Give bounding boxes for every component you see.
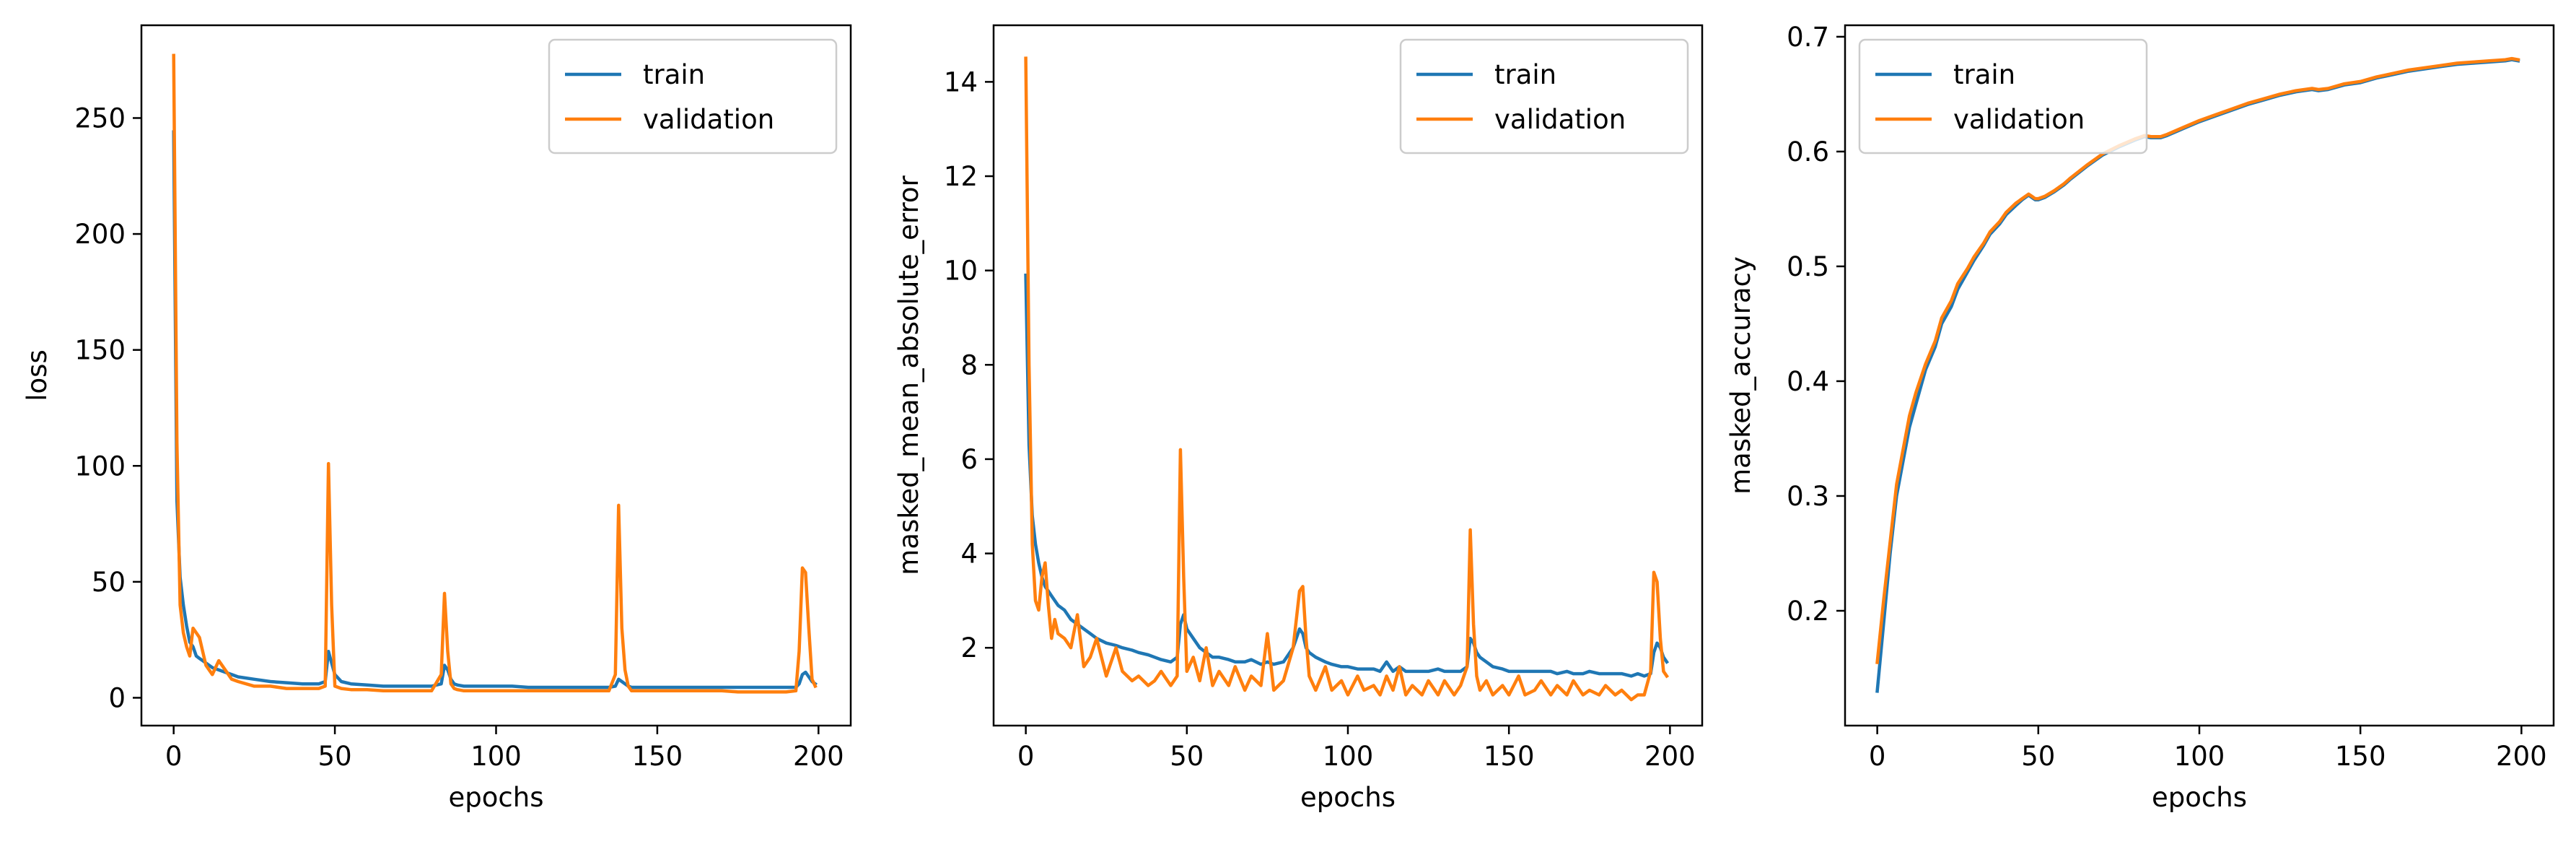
x-tick-label: 150 xyxy=(2335,741,2386,772)
y-tick-label: 8 xyxy=(960,349,978,380)
y-tick-label: 0.3 xyxy=(1787,481,1829,512)
x-tick-label: 50 xyxy=(1170,741,1204,772)
x-axis-label: epochs xyxy=(449,782,544,813)
y-tick-label: 250 xyxy=(74,103,126,134)
legend: train validation xyxy=(1399,38,1689,155)
legend-box xyxy=(1399,38,1689,155)
y-tick-label: 150 xyxy=(74,335,126,366)
y-axis-label: loss xyxy=(22,349,53,401)
series-line-train xyxy=(1875,58,2520,693)
x-tick-label: 100 xyxy=(1323,741,1374,772)
x-tick-label: 0 xyxy=(1017,741,1035,772)
legend-label-validation: validation xyxy=(643,104,774,135)
mae-plot-panel: 0 50 100 150 200 2 4 6 8 10 12 14 epochs masked_mean_… xyxy=(893,24,1704,813)
y-tick-label: 0.6 xyxy=(1787,136,1829,168)
y-tick-label: 0.5 xyxy=(1787,251,1829,282)
y-tick-label: 200 xyxy=(74,219,126,250)
legend-label-train: train xyxy=(1494,59,1556,90)
y-tick-label: 50 xyxy=(92,567,126,598)
x-tick-label: 50 xyxy=(318,741,352,772)
series-line-train xyxy=(172,130,818,689)
legend-box xyxy=(548,38,838,155)
y-tick-label: 2 xyxy=(960,632,978,664)
y-tick-label: 10 xyxy=(944,256,978,287)
loss-plot-panel: 0 50 100 150 200 0 50 100 150 200 250 epochs loss tra… xyxy=(22,24,852,813)
series-line-validation xyxy=(1024,56,1670,702)
y-axis-label: masked_mean_absolute_error xyxy=(893,175,924,575)
legend-label-validation: validation xyxy=(1953,104,2085,135)
y-tick-label: 6 xyxy=(960,444,978,475)
x-tick-label: 150 xyxy=(632,741,683,772)
x-tick-label: 100 xyxy=(2174,741,2225,772)
x-tick-label: 50 xyxy=(2021,741,2055,772)
legend: train validation xyxy=(548,38,838,155)
x-tick-label: 0 xyxy=(165,741,183,772)
x-tick-label: 0 xyxy=(1869,741,1886,772)
y-tick-label: 0.2 xyxy=(1787,596,1829,627)
y-tick-label: 14 xyxy=(944,66,978,97)
x-tick-label: 200 xyxy=(1644,741,1696,772)
legend-label-train: train xyxy=(643,59,705,90)
series-line-train xyxy=(1024,273,1670,678)
x-axis-label: epochs xyxy=(2152,782,2247,813)
legend-label-train: train xyxy=(1953,59,2015,90)
x-tick-label: 200 xyxy=(2496,741,2547,772)
y-axis-label: masked_accuracy xyxy=(1725,256,1756,495)
legend: train validation xyxy=(1858,38,2148,155)
y-tick-label: 0.4 xyxy=(1787,366,1829,397)
x-tick-label: 200 xyxy=(793,741,844,772)
y-tick-label: 0 xyxy=(108,682,126,713)
series-line-validation xyxy=(172,53,818,694)
y-tick-label: 12 xyxy=(944,161,978,192)
accuracy-plot-panel: 0 50 100 150 200 0.2 0.3 0.4 0.5 0.6 0.7 epochs mask… xyxy=(1725,22,2555,813)
y-tick-label: 0.7 xyxy=(1787,22,1829,53)
legend-label-validation: validation xyxy=(1494,104,1626,135)
x-tick-label: 100 xyxy=(470,741,522,772)
y-tick-label: 4 xyxy=(960,539,978,570)
y-tick-label: 100 xyxy=(74,451,126,482)
legend-box xyxy=(1858,38,2148,155)
x-axis-label: epochs xyxy=(1300,782,1396,813)
x-tick-label: 150 xyxy=(1484,741,1535,772)
